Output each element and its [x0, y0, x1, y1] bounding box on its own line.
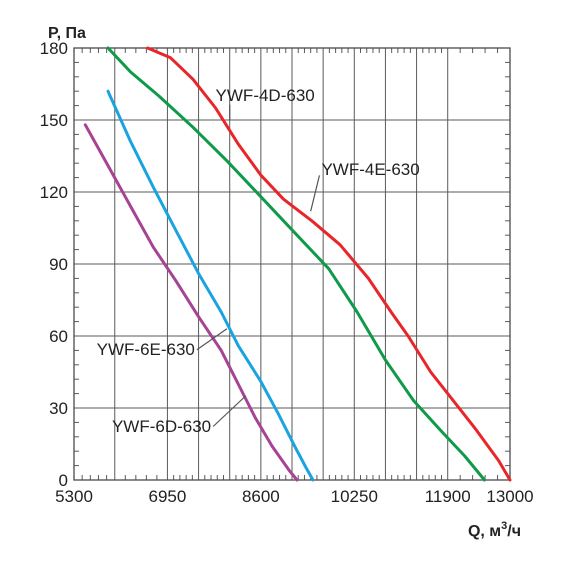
plot-frame [73, 47, 511, 481]
series-label-ywf-4d-630: YWF-4D-630 [216, 86, 315, 105]
x-axis-tick-labels: 5300 6950 8600 10250 11900 13000 [55, 487, 534, 506]
y-tick-label: 90 [49, 255, 68, 274]
gridlines [73, 47, 511, 481]
series-labels: YWF-4D-630 YWF-4E-630 YWF-6E-630 YWF-6D-630 [97, 86, 420, 436]
y-tick-label: 60 [49, 327, 68, 346]
x-tick-label: 13000 [486, 487, 533, 506]
x-tick-label: 6950 [149, 487, 187, 506]
series-line-ywf-6e-630 [106, 89, 315, 482]
leader-line-ywf-6e-630 [196, 328, 228, 351]
y-axis-tick-labels: 0 30 60 90 120 150 180 [40, 39, 68, 490]
leader-line-ywf-6d-630 [212, 395, 246, 427]
label-leaders [196, 104, 321, 427]
leader-line-ywf-4e-630 [310, 175, 321, 212]
y-axis-label: P, Па [48, 25, 86, 42]
x-axis-label: Q, м3/ч [468, 520, 521, 540]
series-line-ywf-6d-630 [83, 123, 299, 482]
x-tick-label: 8600 [242, 487, 280, 506]
series-line-ywf-4e-630 [106, 46, 486, 482]
series-line-ywf-4d-630 [146, 46, 512, 482]
y-tick-label: 0 [59, 471, 68, 490]
x-axis-label-prefix: Q, м [468, 523, 501, 540]
series-lines [83, 46, 512, 482]
y-tick-label: 120 [40, 183, 68, 202]
series-label-ywf-6d-630: YWF-6D-630 [112, 417, 211, 436]
y-tick-label: 180 [40, 39, 68, 58]
series-label-ywf-4e-630: YWF-4E-630 [321, 160, 419, 179]
x-tick-label: 11900 [425, 487, 471, 506]
y-tick-label: 30 [49, 399, 68, 418]
x-tick-label: 5300 [55, 487, 93, 506]
x-tick-label: 10250 [331, 487, 378, 506]
minor-ticks [74, 48, 510, 480]
x-axis-label-superscript: 3 [501, 520, 507, 532]
series-label-ywf-6e-630: YWF-6E-630 [97, 340, 195, 359]
y-tick-label: 150 [40, 111, 68, 130]
x-axis-label-suffix: /ч [507, 523, 521, 540]
